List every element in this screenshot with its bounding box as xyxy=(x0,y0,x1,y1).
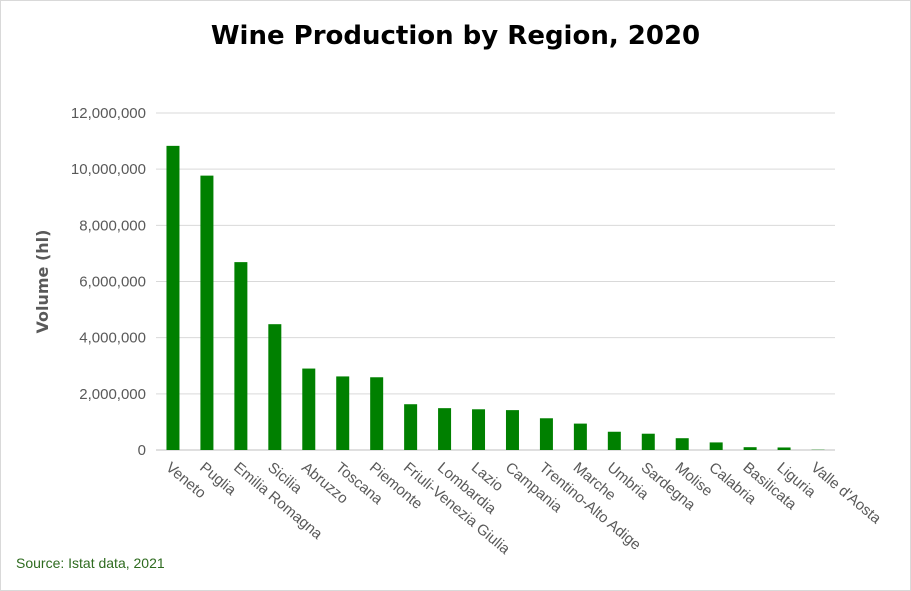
y-tick-label: 12,000,000 xyxy=(71,105,146,122)
chart-title: Wine Production by Region, 2020 xyxy=(210,21,701,51)
bar-4 xyxy=(302,368,316,450)
y-tick-label: 4,000,000 xyxy=(79,330,146,347)
bar-14 xyxy=(641,433,655,450)
bar-11 xyxy=(539,418,553,450)
bar-12 xyxy=(573,423,587,450)
bar-3 xyxy=(268,324,282,450)
bar-13 xyxy=(607,431,621,450)
y-tick-label: 0 xyxy=(138,442,146,459)
bar-1 xyxy=(200,175,214,450)
x-tick-label: Valle d'Aosta xyxy=(807,459,884,528)
bar-16 xyxy=(709,442,723,450)
bar-18 xyxy=(777,447,791,450)
y-tick-label: 2,000,000 xyxy=(79,386,146,403)
bar-15 xyxy=(675,438,689,450)
bar-10 xyxy=(505,410,519,450)
y-axis-label: Volume (hl) xyxy=(33,230,52,334)
bar-7 xyxy=(404,404,418,450)
y-tick-label: 8,000,000 xyxy=(79,217,146,234)
bar-5 xyxy=(336,376,350,450)
y-tick-label: 10,000,000 xyxy=(71,161,146,178)
bar-2 xyxy=(234,262,248,450)
bar-9 xyxy=(472,409,486,450)
y-tick-label: 6,000,000 xyxy=(79,274,146,291)
source-note: Source: Istat data, 2021 xyxy=(16,555,165,571)
bar-17 xyxy=(743,447,757,450)
bar-0 xyxy=(166,145,180,451)
bar-6 xyxy=(370,377,384,450)
bar-8 xyxy=(438,408,452,450)
